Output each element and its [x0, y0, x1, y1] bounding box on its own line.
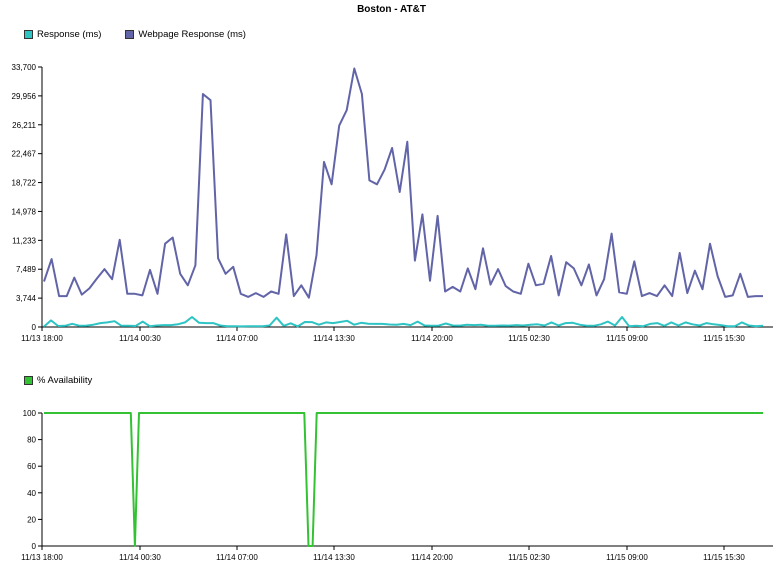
series-line-webpage-response-ms[interactable] — [43, 67, 763, 299]
chart-availability: 0 20 40 60 80 100 11/13 18:00 11/14 00:30 11/14 … — [21, 409, 773, 562]
y-tick-label: 22,467 — [12, 150, 37, 159]
y-tick-label: 14,978 — [12, 207, 37, 216]
x-tick-label: 11/13 18:00 — [21, 553, 63, 562]
series-line-response-ms[interactable] — [43, 316, 764, 328]
legend-label-availability: % Availability — [37, 375, 93, 386]
y-tick-label: 29,956 — [12, 92, 37, 101]
legend-item-availability[interactable]: % Availability — [24, 375, 92, 386]
legend-swatch-response — [24, 30, 33, 39]
x-tick-label: 11/13 18:00 — [21, 334, 63, 343]
y-tick-label: 100 — [23, 409, 37, 418]
legend-label-response: Response (ms) — [37, 29, 102, 40]
x-tick-label: 11/15 15:30 — [703, 553, 745, 562]
legend-item-response[interactable]: Response (ms) — [24, 29, 101, 40]
legend-bottom: % Availability — [24, 375, 116, 386]
x-tick-label: 11/14 20:00 — [411, 553, 453, 562]
legend-top: Response (ms) Webpage Response (ms) — [24, 29, 270, 40]
y-tick-label: 0 — [32, 542, 37, 551]
y-tick-label: 7,489 — [16, 265, 37, 274]
y-tick-label: 80 — [27, 436, 36, 445]
legend-swatch-availability — [24, 376, 33, 385]
x-tick-label: 11/14 00:30 — [119, 334, 161, 343]
x-tick-label: 11/15 02:30 — [508, 553, 550, 562]
series-line--availability[interactable] — [44, 412, 763, 547]
x-tick-label: 11/14 20:00 — [411, 334, 453, 343]
x-tick-label: 11/14 13:30 — [313, 553, 355, 562]
x-tick-label: 11/15 02:30 — [508, 334, 550, 343]
y-tick-label: 40 — [27, 489, 36, 498]
y-tick-label: 18,722 — [12, 179, 37, 188]
chart-title: Boston - AT&T — [357, 4, 426, 15]
y-tick-label: 33,700 — [12, 63, 37, 72]
x-tick-label: 11/14 00:30 — [119, 553, 161, 562]
y-tick-label: 60 — [27, 462, 36, 471]
x-tick-label: 11/15 09:00 — [606, 334, 648, 343]
y-tick-label: 20 — [27, 515, 36, 524]
x-tick-label: 11/15 09:00 — [606, 553, 648, 562]
y-tick-label: 3,744 — [16, 294, 37, 303]
x-tick-label: 11/14 13:30 — [313, 334, 355, 343]
x-tick-label: 11/14 07:00 — [216, 334, 258, 343]
x-tick-label: 11/14 07:00 — [216, 553, 258, 562]
y-tick-label: 11,233 — [12, 236, 36, 245]
legend-item-webpage-response[interactable]: Webpage Response (ms) — [125, 29, 246, 40]
y-tick-label: 26,211 — [12, 121, 36, 130]
legend-swatch-webpage-response — [125, 30, 135, 39]
legend-label-webpage-response: Webpage Response (ms) — [138, 29, 246, 40]
chart-response: 0 3,744 7,489 11,233 14,978 18,722 22,467 26,21… — [12, 63, 773, 343]
y-tick-label: 0 — [32, 323, 37, 332]
x-tick-label: 11/15 15:30 — [703, 334, 745, 343]
